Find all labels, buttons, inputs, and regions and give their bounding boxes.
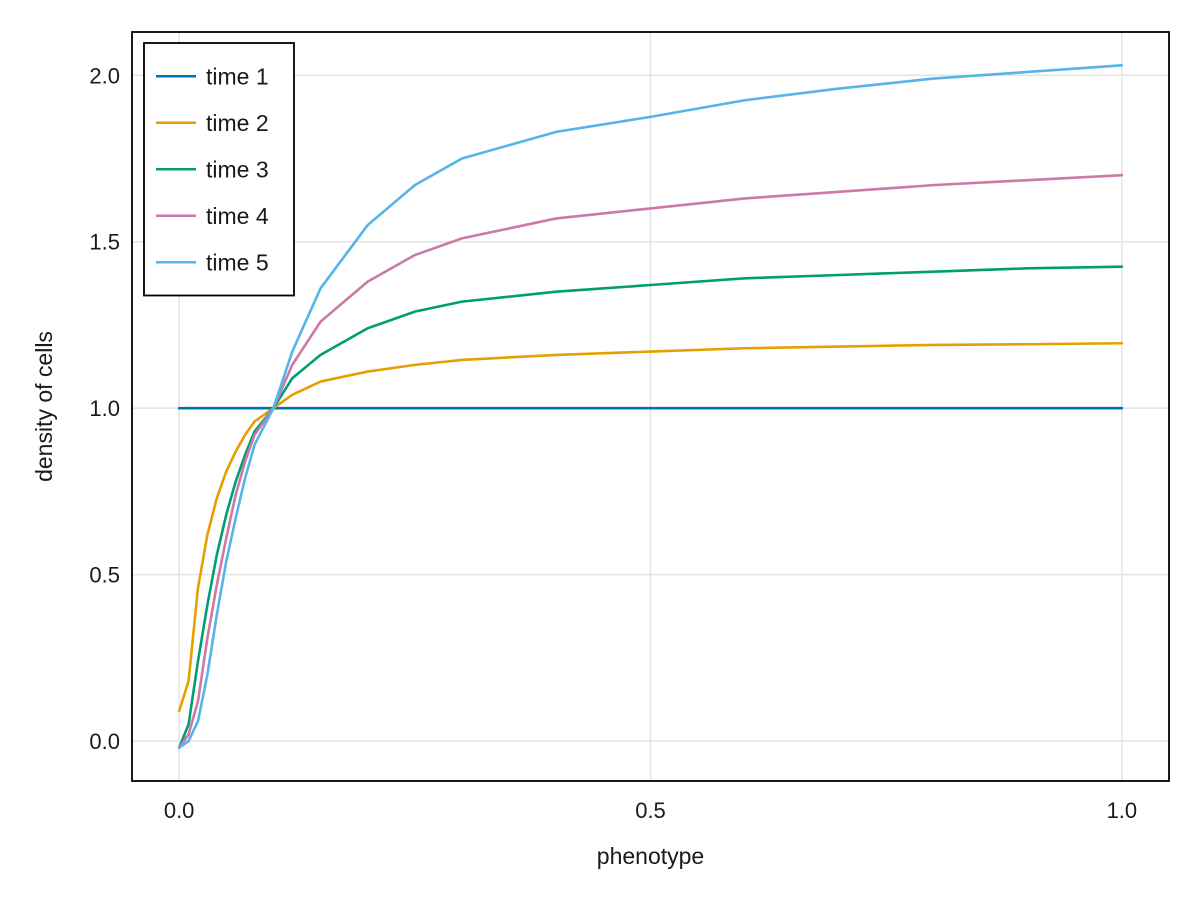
series-lines	[177, 63, 1124, 750]
series-line-time-4	[177, 173, 1124, 750]
x-tick-label: 0.5	[635, 798, 666, 823]
y-axis-label: density of cells	[31, 331, 57, 482]
x-tick-label: 1.0	[1107, 798, 1138, 823]
y-tick-label: 0.5	[89, 563, 120, 588]
y-tick-label: 1.5	[89, 230, 120, 255]
legend: time 1 time 2 time 3 time 4 time 5	[143, 42, 295, 297]
plot-frame	[131, 31, 1170, 782]
y-tick-label: 1.0	[89, 396, 120, 421]
tick-labels: 0.0 0.5 1.0 0.0 0.5 1.0 1.5 2.0	[89, 63, 1137, 823]
y-tick-label: 2.0	[89, 63, 120, 88]
series-line-time-2	[177, 341, 1124, 713]
series-line-time-3	[177, 265, 1124, 750]
y-tick-label: 0.0	[89, 729, 120, 754]
x-axis-label: phenotype	[597, 843, 704, 869]
legend-label: time 2	[206, 110, 269, 136]
series-line-time-5	[177, 63, 1124, 750]
x-tick-label: 0.0	[164, 798, 195, 823]
legend-label: time 3	[206, 156, 269, 182]
legend-label: time 4	[206, 203, 269, 229]
legend-label: time 5	[206, 249, 269, 275]
legend-label: time 1	[206, 63, 269, 89]
